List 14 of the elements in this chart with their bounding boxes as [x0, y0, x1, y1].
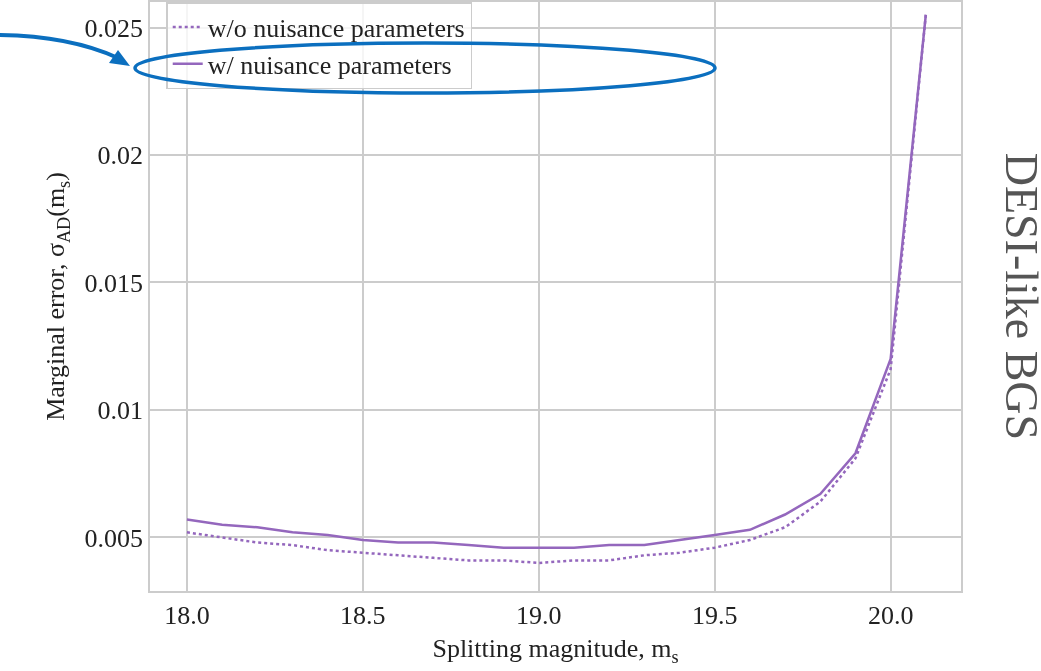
y-tick-label: 0.02	[97, 141, 144, 171]
legend-label: w/o nuisance parameters	[207, 14, 465, 44]
text: DESI-like BGS	[996, 152, 1041, 441]
y-tick-label: 0.025	[84, 13, 144, 43]
y-tick-label: 0.005	[84, 523, 144, 553]
y-tick-label: 0.01	[97, 396, 144, 426]
x-tick-label: 18.5	[340, 600, 386, 630]
x-tick-label: 18.0	[164, 600, 210, 630]
x-tick-label: 20.0	[867, 600, 914, 630]
y-tick-label: 0.015	[84, 268, 144, 298]
x-axis-title: Splitting magnitude, m$_{s}$	[432, 634, 679, 667]
legend-label: w/ nuisance parameters	[207, 50, 452, 80]
x-tick-label: 19.0	[516, 600, 562, 630]
x-tick-label: 19.5	[691, 600, 738, 630]
